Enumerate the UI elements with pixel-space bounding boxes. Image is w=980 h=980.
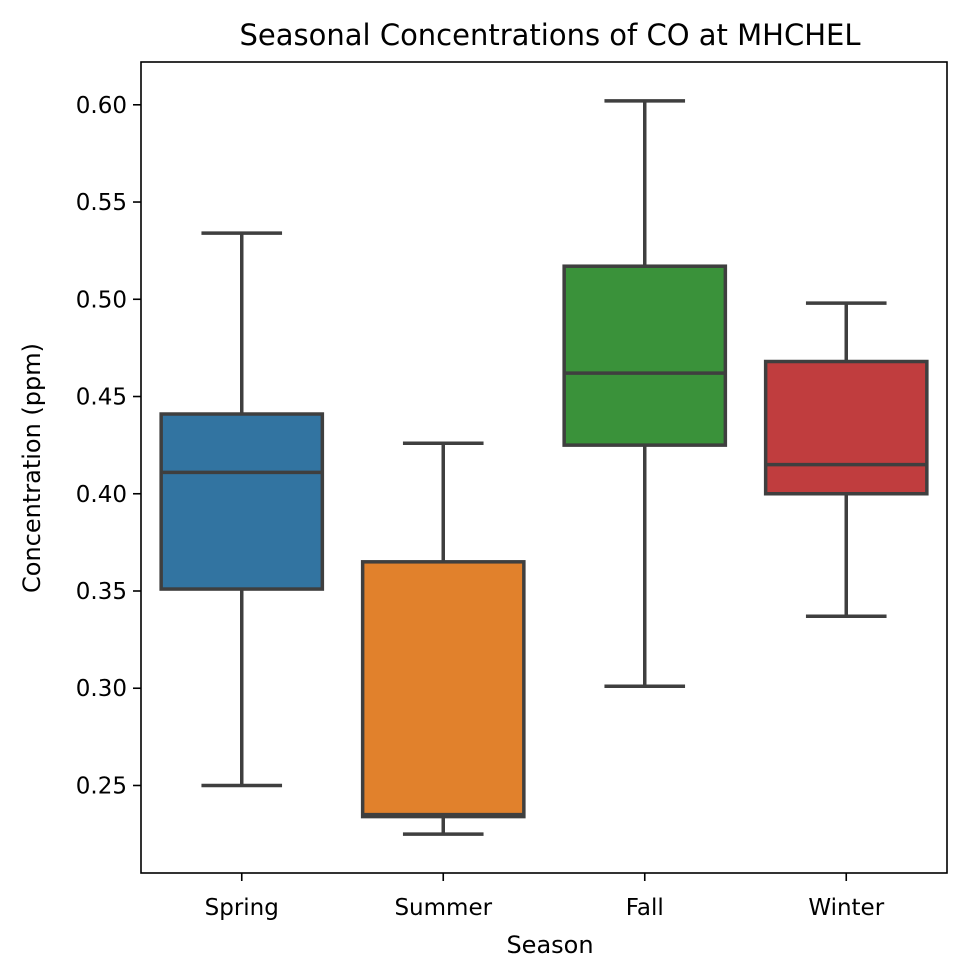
iqr-box-summer <box>360 560 526 819</box>
box-spring <box>159 231 325 788</box>
x-tick-label-fall: Fall <box>626 895 664 921</box>
y-tick-label: 0.30 <box>76 676 127 702</box>
x-axis: Spring Summer Fall Winter <box>205 873 885 921</box>
iqr-box-fall <box>562 264 728 447</box>
y-tick-label: 0.60 <box>76 93 127 119</box>
y-tick-label: 0.35 <box>76 579 127 605</box>
y-tick-label: 0.45 <box>76 385 127 411</box>
x-tick-label-spring: Spring <box>205 895 279 921</box>
y-axis: 0.25 0.30 0.35 0.40 0.45 0.50 0.55 0.60 <box>76 93 141 799</box>
iqr-box-winter <box>763 359 929 496</box>
iqr-box-spring <box>159 412 325 591</box>
plot-area <box>159 99 929 836</box>
y-tick-label: 0.25 <box>76 773 127 799</box>
box-fall <box>562 99 728 689</box>
y-tick-label: 0.55 <box>76 190 127 216</box>
box-summer <box>360 441 526 836</box>
box-winter <box>763 301 929 619</box>
x-tick-label-summer: Summer <box>394 895 492 921</box>
y-axis-label: Concentration (ppm) <box>18 343 46 593</box>
chart-title: Seasonal Concentrations of CO at MHCHEL <box>240 18 861 52</box>
plot-frame <box>140 61 948 874</box>
x-tick-label-winter: Winter <box>808 895 884 921</box>
x-axis-label: Season <box>506 931 593 959</box>
y-tick-label: 0.40 <box>76 482 127 508</box>
y-tick-label: 0.50 <box>76 287 127 313</box>
